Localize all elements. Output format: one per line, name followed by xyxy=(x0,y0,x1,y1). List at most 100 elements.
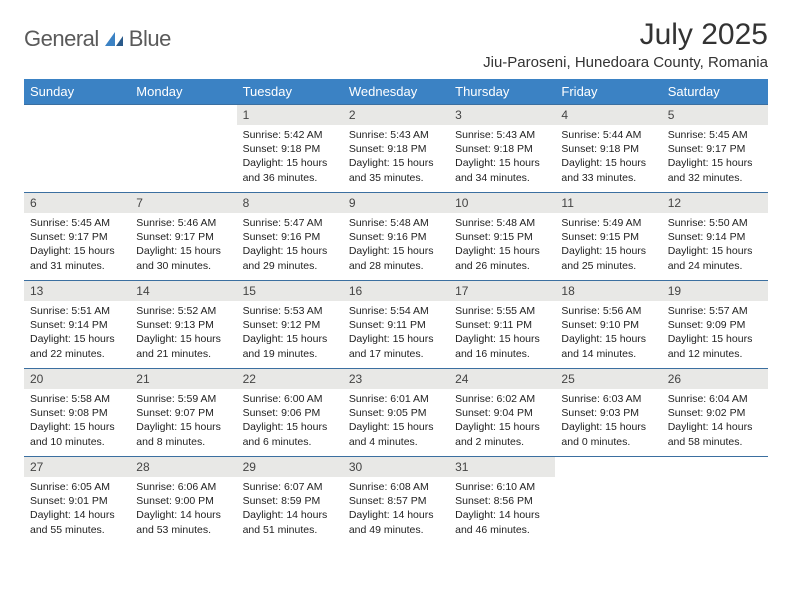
sunset-line: Sunset: 9:15 PM xyxy=(455,230,549,244)
day-number: 29 xyxy=(237,457,343,477)
day-cell xyxy=(555,457,661,545)
sunset-line: Sunset: 9:13 PM xyxy=(136,318,230,332)
sunset-line: Sunset: 8:57 PM xyxy=(349,494,443,508)
day-header: Sunday xyxy=(24,79,130,105)
sunrise-line: Sunrise: 5:49 AM xyxy=(561,216,655,230)
day-cell: 21Sunrise: 5:59 AMSunset: 9:07 PMDayligh… xyxy=(130,369,236,457)
day-cell: 8Sunrise: 5:47 AMSunset: 9:16 PMDaylight… xyxy=(237,193,343,281)
sunset-line: Sunset: 9:03 PM xyxy=(561,406,655,420)
sunset-line: Sunset: 9:10 PM xyxy=(561,318,655,332)
day-header: Saturday xyxy=(662,79,768,105)
daylight-line: Daylight: 15 hours and 0 minutes. xyxy=(561,420,655,448)
day-number: 22 xyxy=(237,369,343,389)
day-cell: 16Sunrise: 5:54 AMSunset: 9:11 PMDayligh… xyxy=(343,281,449,369)
day-number: 16 xyxy=(343,281,449,301)
day-body: Sunrise: 5:48 AMSunset: 9:16 PMDaylight:… xyxy=(343,213,449,277)
week-row: 13Sunrise: 5:51 AMSunset: 9:14 PMDayligh… xyxy=(24,281,768,369)
sunrise-line: Sunrise: 5:53 AM xyxy=(243,304,337,318)
sunset-line: Sunset: 9:16 PM xyxy=(349,230,443,244)
sail-icon xyxy=(103,30,125,48)
day-body: Sunrise: 6:08 AMSunset: 8:57 PMDaylight:… xyxy=(343,477,449,541)
day-number: 31 xyxy=(449,457,555,477)
daylight-line: Daylight: 15 hours and 33 minutes. xyxy=(561,156,655,184)
day-body: Sunrise: 5:46 AMSunset: 9:17 PMDaylight:… xyxy=(130,213,236,277)
daylight-line: Daylight: 15 hours and 31 minutes. xyxy=(30,244,124,272)
day-number: 2 xyxy=(343,105,449,125)
daylight-line: Daylight: 14 hours and 55 minutes. xyxy=(30,508,124,536)
daylight-line: Daylight: 15 hours and 25 minutes. xyxy=(561,244,655,272)
day-cell: 3Sunrise: 5:43 AMSunset: 9:18 PMDaylight… xyxy=(449,105,555,193)
day-cell: 24Sunrise: 6:02 AMSunset: 9:04 PMDayligh… xyxy=(449,369,555,457)
daylight-line: Daylight: 15 hours and 34 minutes. xyxy=(455,156,549,184)
day-body: Sunrise: 6:02 AMSunset: 9:04 PMDaylight:… xyxy=(449,389,555,453)
sunrise-line: Sunrise: 5:43 AM xyxy=(349,128,443,142)
day-header: Thursday xyxy=(449,79,555,105)
sunrise-line: Sunrise: 6:02 AM xyxy=(455,392,549,406)
sunrise-line: Sunrise: 5:45 AM xyxy=(30,216,124,230)
brand-word2: Blue xyxy=(129,26,171,52)
day-number: 24 xyxy=(449,369,555,389)
day-number: 7 xyxy=(130,193,236,213)
title-block: July 2025 Jiu-Paroseni, Hunedoara County… xyxy=(483,18,768,71)
day-number: 9 xyxy=(343,193,449,213)
sunset-line: Sunset: 8:59 PM xyxy=(243,494,337,508)
daylight-line: Daylight: 15 hours and 22 minutes. xyxy=(30,332,124,360)
day-cell: 25Sunrise: 6:03 AMSunset: 9:03 PMDayligh… xyxy=(555,369,661,457)
daylight-line: Daylight: 14 hours and 49 minutes. xyxy=(349,508,443,536)
sunset-line: Sunset: 9:09 PM xyxy=(668,318,762,332)
day-cell: 15Sunrise: 5:53 AMSunset: 9:12 PMDayligh… xyxy=(237,281,343,369)
sunset-line: Sunset: 9:18 PM xyxy=(243,142,337,156)
day-body: Sunrise: 5:54 AMSunset: 9:11 PMDaylight:… xyxy=(343,301,449,365)
daylight-line: Daylight: 15 hours and 8 minutes. xyxy=(136,420,230,448)
sunset-line: Sunset: 9:14 PM xyxy=(668,230,762,244)
day-number: 1 xyxy=(237,105,343,125)
daylight-line: Daylight: 14 hours and 46 minutes. xyxy=(455,508,549,536)
day-cell: 29Sunrise: 6:07 AMSunset: 8:59 PMDayligh… xyxy=(237,457,343,545)
day-body: Sunrise: 6:01 AMSunset: 9:05 PMDaylight:… xyxy=(343,389,449,453)
daylight-line: Daylight: 14 hours and 53 minutes. xyxy=(136,508,230,536)
sunrise-line: Sunrise: 5:55 AM xyxy=(455,304,549,318)
day-number: 28 xyxy=(130,457,236,477)
daylight-line: Daylight: 15 hours and 21 minutes. xyxy=(136,332,230,360)
sunset-line: Sunset: 9:00 PM xyxy=(136,494,230,508)
day-number: 12 xyxy=(662,193,768,213)
day-body: Sunrise: 6:07 AMSunset: 8:59 PMDaylight:… xyxy=(237,477,343,541)
day-cell: 26Sunrise: 6:04 AMSunset: 9:02 PMDayligh… xyxy=(662,369,768,457)
calendar-table: SundayMondayTuesdayWednesdayThursdayFrid… xyxy=(24,79,768,545)
day-header: Tuesday xyxy=(237,79,343,105)
day-header: Friday xyxy=(555,79,661,105)
sunset-line: Sunset: 9:17 PM xyxy=(30,230,124,244)
daylight-line: Daylight: 15 hours and 29 minutes. xyxy=(243,244,337,272)
day-cell: 2Sunrise: 5:43 AMSunset: 9:18 PMDaylight… xyxy=(343,105,449,193)
day-number: 8 xyxy=(237,193,343,213)
day-cell: 31Sunrise: 6:10 AMSunset: 8:56 PMDayligh… xyxy=(449,457,555,545)
day-number: 19 xyxy=(662,281,768,301)
sunrise-line: Sunrise: 6:04 AM xyxy=(668,392,762,406)
daylight-line: Daylight: 15 hours and 36 minutes. xyxy=(243,156,337,184)
sunrise-line: Sunrise: 5:44 AM xyxy=(561,128,655,142)
day-body: Sunrise: 6:05 AMSunset: 9:01 PMDaylight:… xyxy=(24,477,130,541)
sunset-line: Sunset: 9:18 PM xyxy=(455,142,549,156)
sunrise-line: Sunrise: 6:07 AM xyxy=(243,480,337,494)
daylight-line: Daylight: 15 hours and 32 minutes. xyxy=(668,156,762,184)
daylight-line: Daylight: 15 hours and 16 minutes. xyxy=(455,332,549,360)
sunset-line: Sunset: 9:17 PM xyxy=(136,230,230,244)
day-number: 5 xyxy=(662,105,768,125)
sunset-line: Sunset: 9:17 PM xyxy=(668,142,762,156)
day-cell: 23Sunrise: 6:01 AMSunset: 9:05 PMDayligh… xyxy=(343,369,449,457)
day-header-row: SundayMondayTuesdayWednesdayThursdayFrid… xyxy=(24,79,768,105)
sunset-line: Sunset: 9:01 PM xyxy=(30,494,124,508)
daylight-line: Daylight: 15 hours and 30 minutes. xyxy=(136,244,230,272)
day-body: Sunrise: 5:42 AMSunset: 9:18 PMDaylight:… xyxy=(237,125,343,189)
daylight-line: Daylight: 15 hours and 2 minutes. xyxy=(455,420,549,448)
day-body: Sunrise: 6:00 AMSunset: 9:06 PMDaylight:… xyxy=(237,389,343,453)
day-cell: 6Sunrise: 5:45 AMSunset: 9:17 PMDaylight… xyxy=(24,193,130,281)
day-cell: 27Sunrise: 6:05 AMSunset: 9:01 PMDayligh… xyxy=(24,457,130,545)
sunrise-line: Sunrise: 5:52 AM xyxy=(136,304,230,318)
week-row: 6Sunrise: 5:45 AMSunset: 9:17 PMDaylight… xyxy=(24,193,768,281)
sunrise-line: Sunrise: 5:58 AM xyxy=(30,392,124,406)
sunrise-line: Sunrise: 6:08 AM xyxy=(349,480,443,494)
day-cell: 19Sunrise: 5:57 AMSunset: 9:09 PMDayligh… xyxy=(662,281,768,369)
daylight-line: Daylight: 15 hours and 6 minutes. xyxy=(243,420,337,448)
sunrise-line: Sunrise: 6:06 AM xyxy=(136,480,230,494)
